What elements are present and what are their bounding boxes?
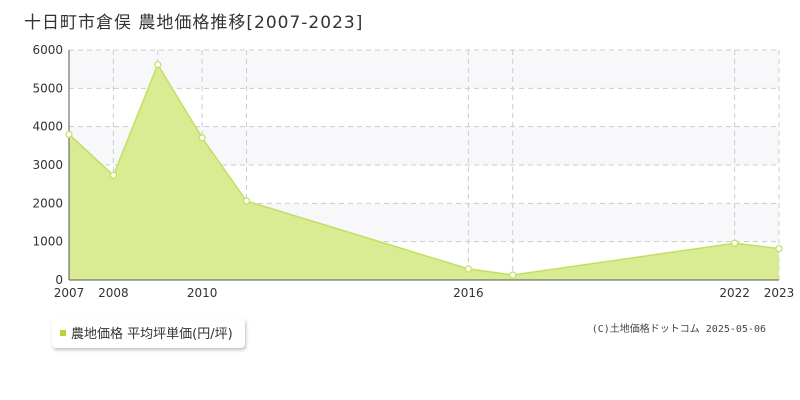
data-point (775, 244, 783, 253)
y-tick-label: 0 (55, 273, 63, 287)
copyright-text: (C)土地価格ドットコム 2025-05-06 (591, 324, 766, 335)
y-axis-labels: 0 1000 2000 3000 4000 5000 6000 (32, 43, 63, 287)
legend: 農地価格 平均坪単価(円/坪) (52, 318, 245, 348)
data-series (68, 62, 780, 280)
x-tick-label: 2008 (98, 286, 129, 300)
data-point (109, 171, 117, 179)
x-tick-label: 2007 (54, 286, 85, 300)
axes (68, 50, 779, 281)
x-tick-label: 2010 (187, 286, 218, 300)
data-point (509, 271, 517, 279)
y-tick-label: 1000 (32, 235, 63, 249)
data-point (731, 239, 739, 247)
background-band (69, 50, 779, 89)
x-tick-label: 2023 (764, 286, 795, 300)
y-tick-label: 5000 (32, 81, 63, 95)
legend-swatch (60, 329, 66, 336)
page-title: 十日町市倉俣 農地価格推移[2007-2023] (24, 13, 364, 33)
data-point (198, 134, 206, 142)
y-tick-label: 2000 (32, 196, 63, 210)
data-point (154, 60, 162, 69)
legend-label: 農地価格 平均坪単価(円/坪) (71, 327, 233, 342)
data-point (65, 130, 73, 138)
data-point (464, 265, 472, 273)
data-markers (65, 60, 783, 279)
y-tick-label: 6000 (32, 43, 63, 57)
y-tick-label: 4000 (32, 120, 63, 134)
y-tick-label: 3000 (32, 158, 63, 172)
x-tick-label: 2022 (719, 286, 750, 300)
series-area (69, 64, 779, 280)
x-axis-labels: 2007 2008 2010 2016 2022 2023 (54, 286, 795, 300)
x-tick-label: 2016 (453, 286, 484, 300)
data-point (242, 197, 251, 205)
